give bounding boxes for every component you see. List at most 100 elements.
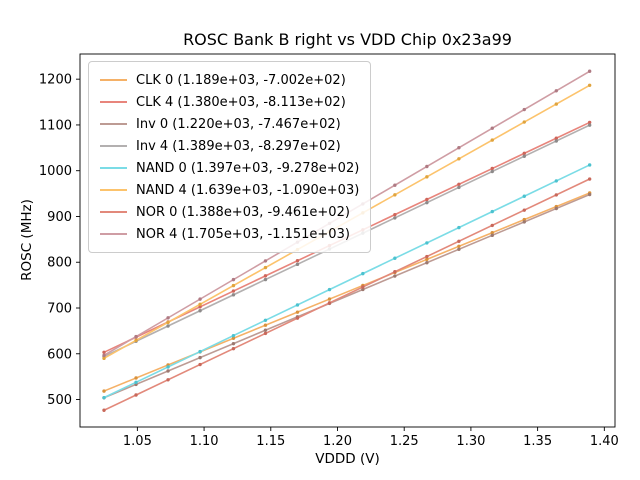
y-tick-label: 600 <box>47 347 72 362</box>
data-point-clk-0 <box>490 231 494 235</box>
data-point-nand-4 <box>102 356 106 361</box>
data-point-clk-4 <box>102 350 106 355</box>
y-axis-label: ROSC (MHz) <box>19 199 35 281</box>
data-point-inv-0 <box>166 369 170 373</box>
data-point-inv-4 <box>554 139 558 143</box>
data-point-nand-4 <box>554 102 558 106</box>
data-point-clk-4 <box>522 151 526 156</box>
data-point-nor-0 <box>263 331 268 336</box>
data-point-nor-0 <box>361 285 365 289</box>
legend-item: CLK 0 (1.189e+03, -7.002e+02) <box>100 69 359 91</box>
data-point-clk-0 <box>425 257 429 262</box>
data-point-nand-4 <box>490 138 494 142</box>
data-point-inv-4 <box>425 200 429 205</box>
data-point-nor-0 <box>327 301 332 305</box>
data-point-nor-4 <box>522 107 526 112</box>
x-tick-label: 1.40 <box>590 434 619 449</box>
data-point-inv-0 <box>393 274 397 278</box>
data-point-clk-0 <box>263 323 268 327</box>
data-point-clk-0 <box>457 244 461 249</box>
fit-line-inv-0 <box>103 193 590 399</box>
y-tick-label: 700 <box>47 302 72 317</box>
data-point-clk-4 <box>295 259 300 263</box>
data-point-nand-4 <box>231 283 236 288</box>
legend-swatch <box>100 101 127 103</box>
data-point-nand-0 <box>231 333 236 338</box>
x-tick-label: 1.20 <box>323 434 352 449</box>
data-point-nor-0 <box>198 362 202 367</box>
axes-box <box>79 53 616 428</box>
data-point-inv-0 <box>522 220 526 224</box>
data-point-nor-4 <box>457 146 461 150</box>
fit-line-nand-0 <box>103 164 590 399</box>
legend-label: NAND 0 (1.397e+03, -9.278e+02) <box>136 160 360 176</box>
data-point-nor-0 <box>166 378 170 382</box>
data-point-nor-0 <box>554 193 558 197</box>
data-point-nor-0 <box>134 393 138 397</box>
data-point-inv-4 <box>457 185 461 190</box>
data-point-clk-4 <box>587 120 592 125</box>
data-point-nand-0 <box>198 349 202 354</box>
data-point-nor-4 <box>263 259 268 263</box>
data-point-inv-0 <box>457 247 461 251</box>
x-axis-label: VDDD (V) <box>315 451 380 467</box>
y-tick-label: 900 <box>47 210 72 225</box>
data-point-clk-4 <box>490 166 494 171</box>
data-point-nor-0 <box>490 223 494 228</box>
data-point-inv-4 <box>295 262 300 267</box>
legend-label: NAND 4 (1.639e+03, -1.090e+03) <box>136 182 360 198</box>
data-point-clk-4 <box>198 305 202 309</box>
data-point-nand-0 <box>166 365 170 369</box>
data-point-nor-4 <box>102 353 106 358</box>
y-tick-label: 500 <box>47 393 72 408</box>
data-point-nand-0 <box>554 179 558 183</box>
data-point-clk-4 <box>457 182 461 186</box>
data-point-inv-0 <box>263 328 268 332</box>
y-tick-label: 1100 <box>39 118 72 133</box>
data-point-inv-0 <box>490 233 494 238</box>
data-point-nand-4 <box>522 120 526 124</box>
data-point-nand-0 <box>490 209 494 214</box>
legend-label: CLK 4 (1.380e+03, -8.113e+02) <box>136 94 346 110</box>
legend-label: CLK 0 (1.189e+03, -7.002e+02) <box>136 72 346 88</box>
data-point-inv-0 <box>554 206 558 211</box>
data-point-nand-4 <box>425 175 429 179</box>
data-point-nand-0 <box>263 318 268 322</box>
data-point-nor-0 <box>231 346 236 351</box>
data-point-nor-4 <box>587 69 592 73</box>
x-tick-label: 1.15 <box>256 434 285 449</box>
legend-item: CLK 4 (1.380e+03, -8.113e+02) <box>100 91 359 113</box>
data-point-nand-0 <box>134 380 138 384</box>
y-tick-label: 1000 <box>39 164 72 179</box>
data-point-clk-0 <box>102 389 106 393</box>
data-point-nand-0 <box>393 256 397 260</box>
data-point-clk-4 <box>425 197 429 202</box>
legend-item: NAND 4 (1.639e+03, -1.090e+03) <box>100 179 359 201</box>
data-point-clk-0 <box>295 310 300 314</box>
data-point-nand-4 <box>457 157 461 161</box>
data-point-nor-0 <box>295 316 300 320</box>
data-point-nand-4 <box>198 302 202 307</box>
data-point-inv-4 <box>522 154 526 158</box>
data-point-inv-4 <box>231 293 236 297</box>
data-point-nand-0 <box>295 303 300 307</box>
x-tick-label: 1.10 <box>190 434 219 449</box>
data-point-nor-0 <box>457 239 461 243</box>
x-tick-label: 1.25 <box>390 434 419 449</box>
data-point-clk-0 <box>327 297 332 301</box>
data-point-inv-0 <box>361 287 365 292</box>
data-point-nand-0 <box>522 194 526 198</box>
legend-swatch <box>100 145 127 147</box>
data-point-inv-4 <box>587 123 592 127</box>
data-point-nor-4 <box>425 164 429 169</box>
data-point-clk-4 <box>554 136 558 140</box>
legend-swatch <box>100 123 127 125</box>
data-point-nor-0 <box>587 177 592 181</box>
data-point-clk-0 <box>134 376 138 380</box>
data-point-inv-0 <box>231 341 236 346</box>
data-point-nand-0 <box>457 225 461 230</box>
data-point-nor-4 <box>198 297 202 301</box>
data-point-nand-4 <box>587 83 592 88</box>
y-tick-label: 1200 <box>39 73 72 88</box>
